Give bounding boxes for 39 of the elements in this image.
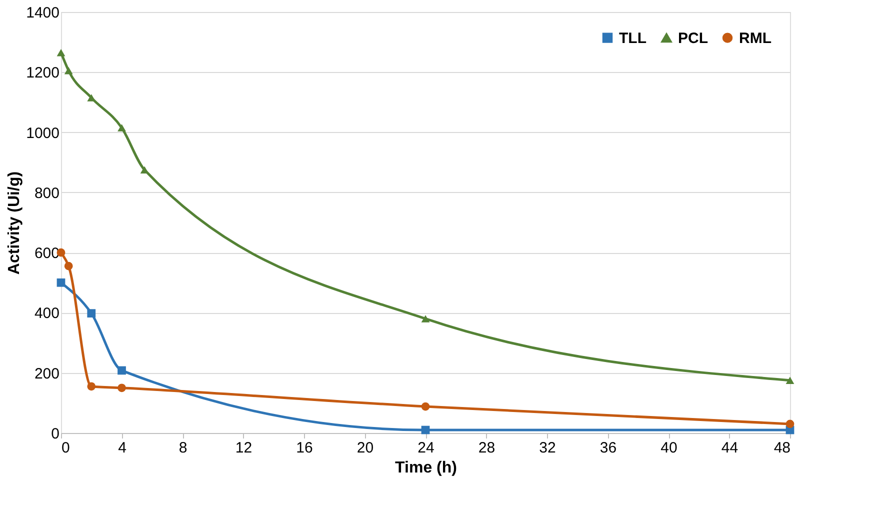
legend-label: RML [739, 30, 772, 47]
x-tick-label: 44 [721, 440, 738, 456]
y-tick-label: 800 [34, 184, 60, 202]
y-tick-label: 1000 [26, 124, 60, 142]
point [64, 262, 73, 270]
x-tick-label: 12 [235, 440, 252, 456]
point [56, 48, 66, 56]
legend-label: TLL [619, 30, 646, 47]
x-tick-label: 8 [178, 440, 188, 456]
point [87, 309, 96, 318]
y-tick-label: 1200 [26, 64, 60, 82]
x-tick-label: 48 [774, 440, 790, 456]
point [56, 278, 66, 287]
y-tick-label: 0 [51, 426, 60, 442]
y-tick-label: 200 [34, 365, 60, 382]
x-tick-label: 4 [118, 440, 126, 456]
x-tick-label: 24 [418, 440, 434, 456]
point [64, 67, 73, 74]
x-axis-title: Time (h) [395, 460, 457, 476]
point [118, 384, 126, 392]
x-tick-label: 20 [356, 440, 374, 456]
point [421, 402, 430, 411]
point [87, 382, 96, 391]
x-tick-label: 0 [62, 440, 70, 456]
y-tick-label: 1400 [26, 4, 60, 22]
y-tick-label: 400 [34, 305, 60, 322]
x-tick-label: 32 [539, 440, 556, 456]
x-tick-label: 36 [600, 440, 617, 456]
y-axis-title: Activity (Ui/g) [6, 171, 24, 275]
legend-label: PCL [678, 30, 708, 48]
x-tick-label: 16 [296, 440, 313, 456]
x-tick-label: 28 [478, 440, 496, 456]
x-tick-label: 40 [660, 440, 678, 456]
point [786, 376, 794, 384]
point [118, 366, 126, 375]
point [421, 426, 430, 434]
point [786, 420, 794, 428]
point [118, 124, 126, 132]
point [421, 315, 430, 322]
